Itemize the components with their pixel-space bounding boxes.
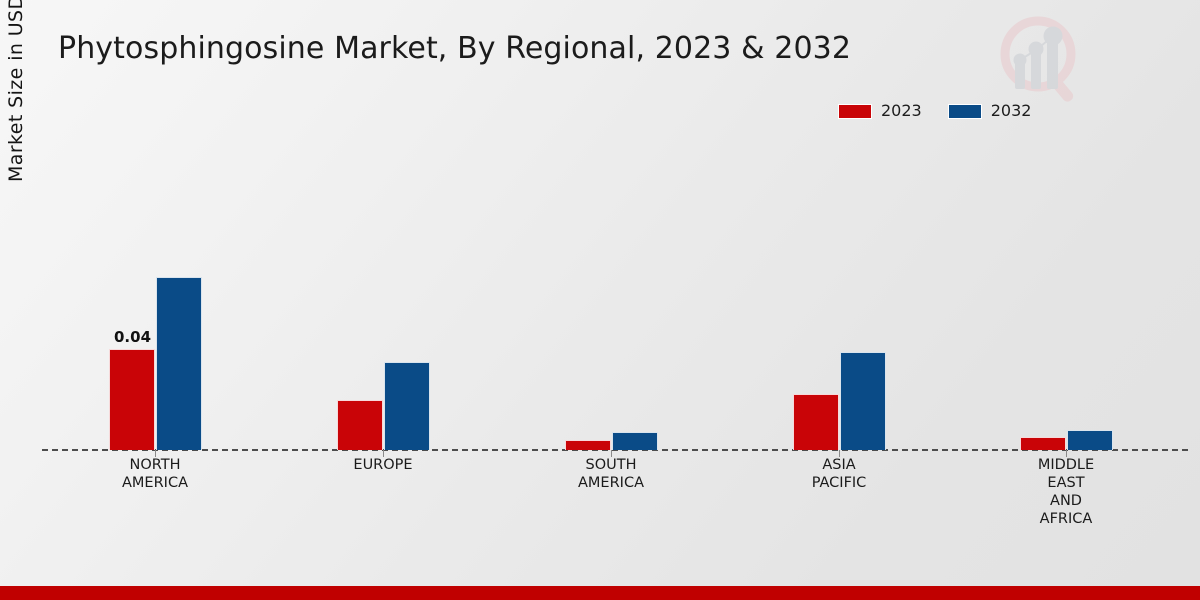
x-axis-label-1: EUROPE xyxy=(353,457,413,473)
x-axis-label-2: SOUTH AMERICA xyxy=(578,457,644,491)
x-tick-1 xyxy=(383,450,384,457)
bar-2023-0 xyxy=(109,349,155,450)
legend-item-2032[interactable]: 2032 xyxy=(947,101,1032,120)
legend-label-2032: 2032 xyxy=(990,101,1032,120)
bar-2032-2 xyxy=(612,432,658,450)
y-axis-title: Market Size in USD Billion xyxy=(0,0,32,182)
legend-swatch-2032 xyxy=(947,103,982,119)
bar-value-label-0: 0.04 xyxy=(114,328,152,346)
bar-2023-2 xyxy=(565,440,611,450)
y-axis-title-text: Market Size in USD Billion xyxy=(5,0,27,182)
x-axis-label-4: MIDDLE EAST AND AFRICA xyxy=(1037,457,1095,527)
bar-2023-3 xyxy=(793,394,839,450)
legend-item-2023[interactable]: 2023 xyxy=(838,103,922,119)
x-axis-label-3: ASIA PACIFIC xyxy=(811,457,867,491)
bottom-accent-stripe xyxy=(0,586,1200,600)
legend-swatch-2023 xyxy=(838,103,872,119)
x-tick-4 xyxy=(1066,450,1067,457)
bar-2032-1 xyxy=(384,362,430,450)
bar-2032-3 xyxy=(840,352,886,450)
chart-legend: 2023 2032 xyxy=(838,103,1031,119)
x-tick-2 xyxy=(611,450,612,457)
legend-label-2023: 2023 xyxy=(881,101,922,120)
bar-2023-4 xyxy=(1020,437,1066,450)
bar-2032-4 xyxy=(1067,430,1113,450)
x-tick-3 xyxy=(839,450,840,457)
x-axis-label-0: NORTH AMERICA xyxy=(122,457,188,491)
chart-title: Phytosphingosine Market, By Regional, 20… xyxy=(58,31,852,66)
bar-2032-0 xyxy=(156,277,202,450)
x-tick-0 xyxy=(155,450,156,457)
watermark-logo xyxy=(986,6,1094,110)
axis-baseline xyxy=(42,449,1188,451)
bar-2023-1 xyxy=(337,400,383,450)
